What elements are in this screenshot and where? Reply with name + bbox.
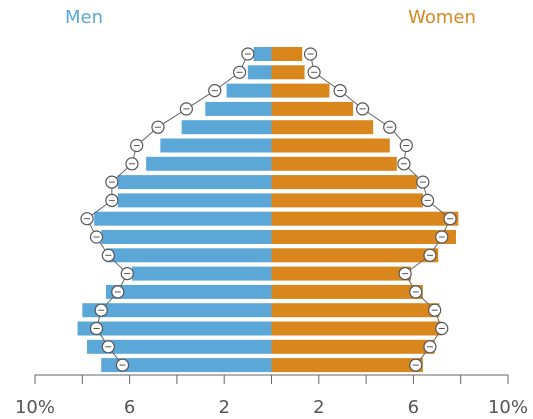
marker-line (310, 53, 451, 366)
bar (105, 284, 272, 299)
bar (271, 358, 423, 373)
bar (271, 138, 390, 153)
bar (146, 156, 272, 171)
bar (253, 47, 272, 61)
bar (247, 65, 272, 80)
bar (181, 120, 272, 135)
legend-men: Men (65, 7, 103, 28)
bar (271, 284, 423, 299)
bar (94, 211, 272, 226)
x-tick-label: 2 (218, 397, 229, 418)
bar (271, 83, 330, 98)
bar (271, 47, 303, 61)
bar (131, 266, 272, 281)
bar (271, 321, 442, 336)
bar (101, 230, 272, 244)
bar (271, 230, 456, 244)
bar (271, 193, 423, 208)
bar (77, 321, 272, 336)
x-tick-label: 10% (488, 397, 528, 418)
bar (101, 358, 272, 373)
marker-line (86, 53, 249, 366)
bar (205, 101, 272, 116)
bar (271, 156, 397, 171)
bar (271, 65, 305, 80)
legend-women: Women (408, 7, 476, 28)
bar (271, 120, 374, 135)
bar (271, 248, 439, 263)
x-tick-label: 10% (15, 397, 55, 418)
x-tick-label: 6 (408, 397, 419, 418)
x-tick-label: 6 (124, 397, 135, 418)
bar (271, 211, 459, 226)
bar (271, 175, 417, 190)
bar (271, 303, 440, 318)
bar (87, 339, 272, 354)
bar (82, 303, 272, 318)
bar (271, 339, 435, 354)
bar (117, 193, 272, 208)
bar (117, 175, 272, 190)
bar (226, 83, 272, 98)
bar (160, 138, 272, 153)
bar (271, 101, 354, 116)
x-tick-label: 2 (313, 397, 324, 418)
bar (105, 248, 272, 263)
bar (271, 266, 412, 281)
